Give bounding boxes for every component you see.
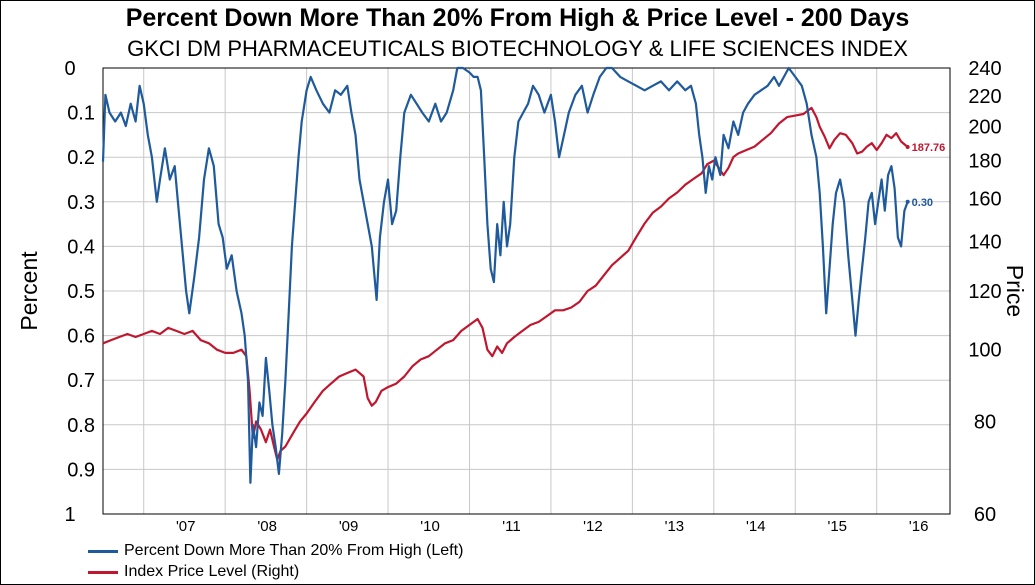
last-point-index-price [905,144,910,149]
right-axis-title: Price [1002,265,1028,317]
x-tick-label: '09 [339,518,359,535]
right-tick-label: 200 [968,117,1001,139]
legend-label-percent-down: Percent Down More Than 20% From High (Le… [124,542,464,559]
last-value-label-percent-down: 0.30 [912,197,933,209]
chart-subtitle: GKCI DM PHARMACEUTICALS BIOTECHNOLOGY & … [127,36,908,61]
right-tick-label: 240 [968,58,1001,80]
legend-label-index-price: Index Price Level (Right) [124,563,300,580]
legend: Percent Down More Than 20% From High (Le… [88,540,463,582]
right-tick-label: 60 [974,504,996,526]
right-tick-label: 180 [968,151,1001,173]
left-tick-label: 0.3 [67,192,95,214]
left-tick-label: 0.1 [67,103,95,125]
right-tick-label: 140 [968,231,1001,253]
x-tick-label: '16 [909,518,929,535]
left-tick-label: 0.2 [67,147,95,169]
legend-item-index-price: Index Price Level (Right) [88,561,463,582]
left-tick-label: 1 [64,504,75,526]
left-tick-label: 0.9 [67,459,95,481]
right-tick-label: 220 [968,86,1001,108]
plot-area-border [102,67,951,515]
legend-item-percent-down: Percent Down More Than 20% From High (Le… [88,540,463,561]
left-tick-label: 0.6 [67,326,95,348]
series-line-index-price [102,106,909,461]
last-point-percent-down [905,199,910,204]
x-tick-label: '12 [583,518,603,535]
right-tick-label: 80 [974,411,996,433]
right-tick-label: 100 [968,340,1001,362]
legend-swatch-index-price [88,571,118,574]
left-tick-label: 0 [64,58,75,80]
legend-swatch-percent-down [88,550,118,553]
left-axis-title: Percent [16,251,42,331]
right-tick-label: 160 [968,188,1001,210]
left-tick-label: 0.8 [67,415,95,437]
x-tick-label: '15 [827,518,847,535]
axes: 0 0.1 0.2 0.3 0.4 0.5 0.6 0.7 0.8 0.9 1 '07 '08 '09 '1… [16,58,1028,535]
left-tick-label: 0.7 [67,370,95,392]
left-tick-label: 0.4 [67,236,95,258]
x-tick-label: '14 [746,518,766,535]
right-tick-label: 120 [968,281,1001,303]
series-line-percent-down [101,66,909,484]
x-tick-label: '07 [176,518,196,535]
left-tick-label: 0.5 [67,281,95,303]
x-tick-label: '08 [257,518,277,535]
last-value-label-index-price: 187.76 [912,142,946,154]
chart-title: Percent Down More Than 20% From High & P… [125,4,910,32]
series [101,66,909,484]
x-tick-label: '11 [502,518,520,535]
x-tick-label: '13 [665,518,685,535]
data-labels: 187.76 0.30 [905,142,946,209]
x-tick-label: '10 [420,518,440,535]
